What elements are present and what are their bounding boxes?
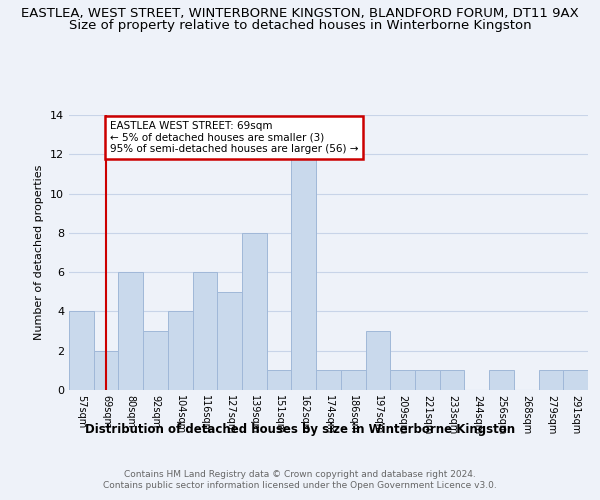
Bar <box>69 312 94 390</box>
Bar <box>217 292 242 390</box>
Bar <box>193 272 217 390</box>
Bar <box>415 370 440 390</box>
Text: Contains HM Land Registry data © Crown copyright and database right 2024.: Contains HM Land Registry data © Crown c… <box>124 470 476 479</box>
Text: Size of property relative to detached houses in Winterborne Kingston: Size of property relative to detached ho… <box>68 18 532 32</box>
Bar <box>118 272 143 390</box>
Bar <box>267 370 292 390</box>
Bar <box>316 370 341 390</box>
Bar <box>489 370 514 390</box>
Text: Contains public sector information licensed under the Open Government Licence v3: Contains public sector information licen… <box>103 481 497 490</box>
Bar <box>292 154 316 390</box>
Bar <box>563 370 588 390</box>
Bar <box>341 370 365 390</box>
Bar <box>168 312 193 390</box>
Text: Distribution of detached houses by size in Winterborne Kingston: Distribution of detached houses by size … <box>85 422 515 436</box>
Bar <box>440 370 464 390</box>
Bar <box>242 233 267 390</box>
Bar <box>143 331 168 390</box>
Text: EASTLEA WEST STREET: 69sqm
← 5% of detached houses are smaller (3)
95% of semi-d: EASTLEA WEST STREET: 69sqm ← 5% of detac… <box>110 121 358 154</box>
Bar <box>365 331 390 390</box>
Bar <box>539 370 563 390</box>
Bar <box>390 370 415 390</box>
Bar <box>94 350 118 390</box>
Y-axis label: Number of detached properties: Number of detached properties <box>34 165 44 340</box>
Text: EASTLEA, WEST STREET, WINTERBORNE KINGSTON, BLANDFORD FORUM, DT11 9AX: EASTLEA, WEST STREET, WINTERBORNE KINGST… <box>21 8 579 20</box>
